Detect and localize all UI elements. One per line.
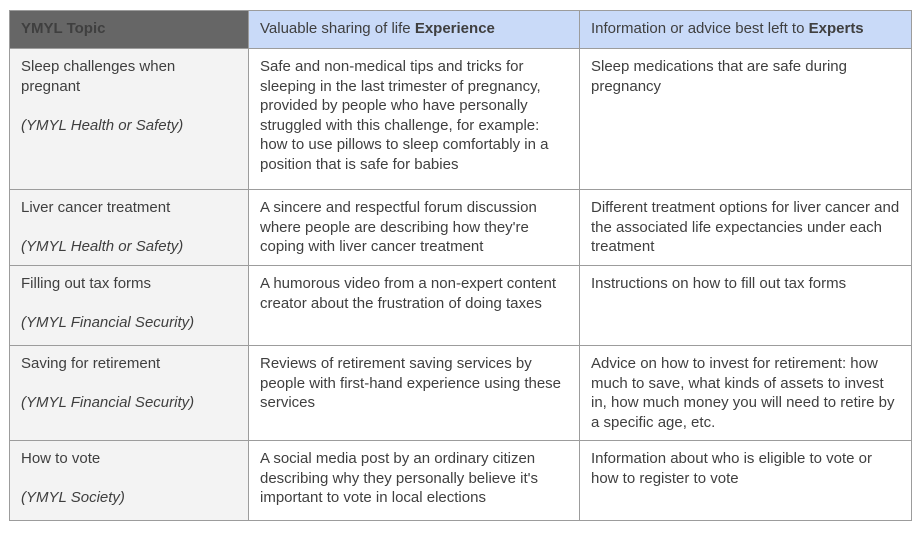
- experts-cell: Advice on how to invest for retirement: …: [579, 345, 912, 441]
- table-row: Sleep challenges when pregnant (YMYL Hea…: [9, 48, 912, 190]
- experience-cell: A sincere and respectful forum discussio…: [248, 189, 580, 266]
- topic-cell: Sleep challenges when pregnant (YMYL Hea…: [9, 48, 249, 190]
- topic-category: (YMYL Financial Security): [21, 394, 195, 411]
- column-header-experience-bold-word: Experience: [414, 20, 495, 37]
- experience-cell: A social media post by an ordinary citiz…: [248, 440, 580, 521]
- topic-cell: How to vote (YMYL Society): [9, 440, 249, 521]
- topic-cell: Liver cancer treatment (YMYL Health or S…: [9, 189, 249, 266]
- column-header-experts-text: Information or advice best left to: [591, 20, 809, 37]
- experts-cell: Information about who is eligible to vot…: [579, 440, 912, 521]
- topic-category: (YMYL Health or Safety): [21, 238, 184, 255]
- table-row: Saving for retirement (YMYL Financial Se…: [9, 345, 912, 441]
- table-row: Liver cancer treatment (YMYL Health or S…: [9, 189, 912, 266]
- topic-name: Sleep challenges when pregnant: [21, 58, 176, 95]
- experience-cell: Safe and non-medical tips and tricks for…: [248, 48, 580, 190]
- topic-name: Filling out tax forms: [21, 275, 152, 292]
- topic-cell: Filling out tax forms (YMYL Financial Se…: [9, 265, 249, 346]
- topic-cell: Saving for retirement (YMYL Financial Se…: [9, 345, 249, 441]
- column-header-experts-bold-word: Experts: [808, 20, 864, 37]
- topic-category: (YMYL Health or Safety): [21, 116, 184, 134]
- table-row: Filling out tax forms (YMYL Financial Se…: [9, 265, 912, 346]
- topic-name: How to vote: [21, 450, 101, 467]
- topic-category: (YMYL Financial Security): [21, 314, 195, 331]
- experts-cell: Sleep medications that are safe during p…: [579, 48, 912, 190]
- topic-name: Saving for retirement: [21, 355, 161, 372]
- topic-category: (YMYL Society): [21, 489, 125, 506]
- column-header-experts: Information or advice best left to Exper…: [579, 10, 912, 49]
- column-header-ymyl-topic: YMYL Topic: [9, 10, 249, 49]
- column-header-experience: Valuable sharing of life Experience: [248, 10, 580, 49]
- column-header-experience-text: Valuable sharing of life: [260, 20, 415, 37]
- topic-name: Liver cancer treatment: [21, 199, 171, 216]
- experience-cell: Reviews of retirement saving services by…: [248, 345, 580, 441]
- table-row: How to vote (YMYL Society) A social medi…: [9, 440, 912, 521]
- experts-cell: Instructions on how to fill out tax form…: [579, 265, 912, 346]
- experience-cell: A humorous video from a non-expert conte…: [248, 265, 580, 346]
- ymyl-topics-table: YMYL Topic Valuable sharing of life Expe…: [9, 10, 912, 521]
- header-row: YMYL Topic Valuable sharing of life Expe…: [9, 10, 912, 49]
- experts-cell: Different treatment options for liver ca…: [579, 189, 912, 266]
